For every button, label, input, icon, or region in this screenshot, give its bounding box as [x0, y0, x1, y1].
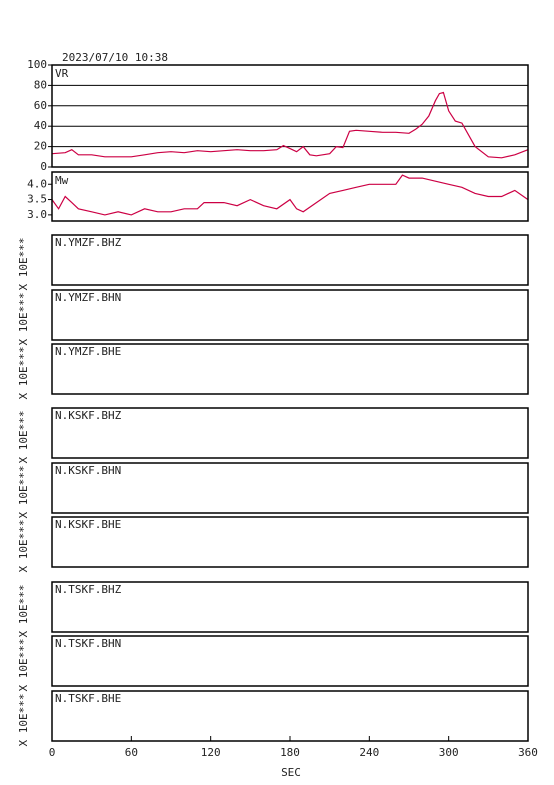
panel-label: VR: [55, 67, 69, 80]
y-tick-label: 0: [40, 160, 47, 173]
station-label: N.YMZF.BHE: [55, 345, 121, 358]
y-tick-label: 4.0: [27, 177, 47, 190]
x-tick-label: 360: [518, 746, 538, 759]
station-label: N.YMZF.BHZ: [55, 236, 122, 249]
waveform-panel: [51, 343, 529, 395]
y-tick-label: 3.0: [27, 208, 47, 221]
data-line: [51, 91, 529, 159]
scale-label: X 10E***: [17, 347, 30, 400]
station-label: N.TSKF.BHZ: [55, 583, 122, 596]
scale-label: X 10E***: [17, 585, 30, 638]
x-tick-label: 300: [439, 746, 459, 759]
station-label: N.TSKF.BHE: [55, 692, 121, 705]
waveform-panel: [51, 462, 529, 514]
data-line: [51, 174, 529, 216]
y-tick-label: 100: [27, 58, 47, 71]
scale-label: X 10E***: [17, 293, 30, 346]
x-tick-label: 0: [49, 746, 56, 759]
y-tick-label: 40: [34, 119, 47, 132]
y-tick-label: 20: [34, 140, 47, 153]
station-label: N.TSKF.BHN: [55, 637, 121, 650]
x-tick-label: 180: [280, 746, 300, 759]
station-label: N.YMZF.BHN: [55, 291, 121, 304]
scale-label: X 10E***: [17, 694, 30, 747]
y-tick-label: 3.5: [27, 193, 47, 206]
x-tick-label: 60: [125, 746, 138, 759]
scale-label: X 10E***: [17, 520, 30, 573]
scale-label: X 10E***: [17, 238, 30, 291]
station-label: N.KSKF.BHN: [55, 464, 121, 477]
waveform-panel: [51, 234, 529, 286]
y-tick-label: 60: [34, 99, 47, 112]
waveform-panel: [51, 635, 529, 687]
scale-label: X 10E***: [17, 411, 30, 464]
waveform-panel: [51, 289, 529, 341]
x-axis-label: SEC: [281, 766, 301, 779]
waveform-panel: [51, 581, 529, 633]
panel-label: Mw: [55, 174, 69, 187]
scale-label: X 10E***: [17, 466, 30, 519]
waveform-panel: [51, 516, 529, 568]
station-label: N.KSKF.BHE: [55, 518, 121, 531]
station-label: N.KSKF.BHZ: [55, 409, 122, 422]
scale-label: X 10E***: [17, 639, 30, 692]
x-tick-label: 120: [201, 746, 221, 759]
panel-frame: [51, 171, 529, 222]
panel-frame: [51, 64, 529, 168]
y-tick-label: 80: [34, 78, 47, 91]
x-tick-label: 240: [359, 746, 379, 759]
waveform-panel: [51, 407, 529, 459]
waveform-panel: [51, 690, 529, 742]
figure-title: 2023/07/10 10:38: [62, 51, 168, 64]
